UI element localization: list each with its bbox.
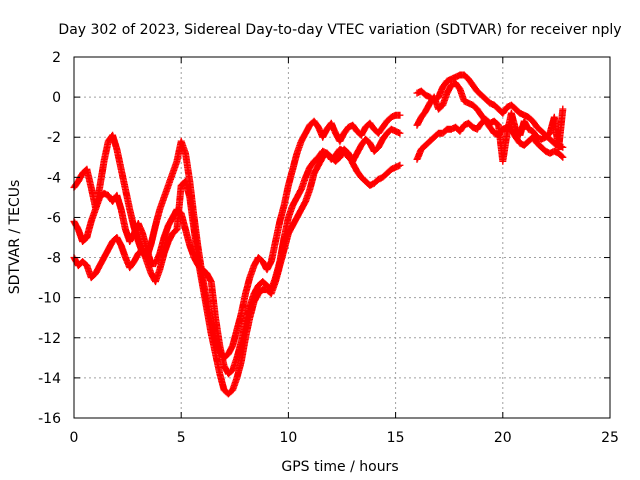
chart-title: Day 302 of 2023, Sidereal Day-to-day VTE… bbox=[58, 22, 621, 38]
series-1 bbox=[70, 71, 567, 362]
plot-frame bbox=[73, 56, 611, 419]
y-axis-label: SDTVAR / TECUs bbox=[7, 180, 23, 295]
y-tick-label: -12 bbox=[38, 331, 61, 347]
y-tick-label: -16 bbox=[38, 411, 61, 427]
data-series bbox=[70, 71, 567, 398]
x-tick-label: 5 bbox=[177, 430, 186, 446]
x-tick-label: 20 bbox=[494, 430, 512, 446]
y-tick-label: -6 bbox=[47, 210, 61, 226]
series-markers bbox=[70, 105, 567, 398]
y-tick-label: 0 bbox=[52, 90, 61, 106]
x-tick-label: 15 bbox=[387, 430, 405, 446]
x-tick-label: 0 bbox=[70, 430, 79, 446]
axis-ticks bbox=[73, 56, 611, 419]
x-axis-label: GPS time / hours bbox=[281, 459, 398, 475]
y-tick-label: -14 bbox=[38, 371, 61, 387]
y-tick-label: 2 bbox=[52, 50, 61, 66]
series-3 bbox=[70, 105, 567, 398]
y-tick-label: -10 bbox=[38, 291, 61, 307]
x-tick-label: 25 bbox=[601, 430, 619, 446]
series-markers bbox=[70, 71, 567, 362]
y-tick-label: -2 bbox=[47, 130, 61, 146]
tick-labels: 0 5 10 15 20 25 -16 -14 -12 -10 -8 -6 -4 -2 0 2 bbox=[38, 50, 619, 446]
x-tick-label: 10 bbox=[279, 430, 297, 446]
y-tick-label: -8 bbox=[47, 251, 61, 267]
y-tick-label: -4 bbox=[47, 170, 61, 186]
